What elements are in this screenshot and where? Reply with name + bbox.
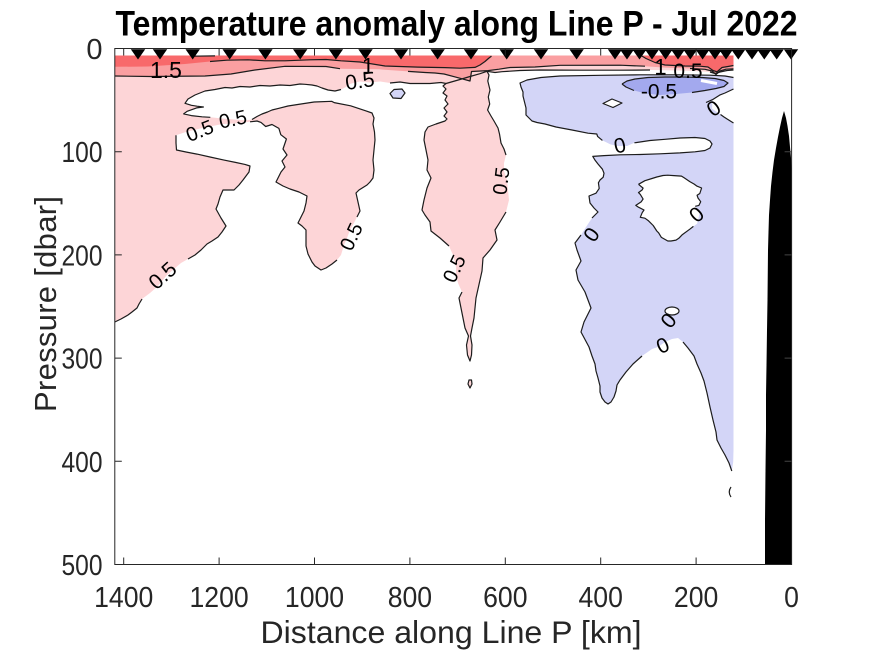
svg-text:0: 0 [612, 134, 628, 159]
svg-text:0.5: 0.5 [344, 68, 376, 95]
svg-text:0.5: 0.5 [489, 166, 514, 196]
svg-text:0: 0 [784, 582, 799, 614]
svg-text:1200: 1200 [190, 582, 249, 614]
svg-text:-0.5: -0.5 [641, 81, 677, 104]
svg-text:100: 100 [62, 137, 103, 169]
svg-text:200: 200 [674, 582, 718, 614]
svg-text:400: 400 [579, 582, 623, 614]
svg-text:300: 300 [62, 344, 103, 376]
svg-text:1: 1 [654, 55, 666, 80]
svg-text:Temperature anomaly along Line: Temperature anomaly along Line P - Jul 2… [116, 5, 798, 44]
svg-text:0: 0 [86, 34, 102, 66]
svg-text:1.5: 1.5 [150, 57, 182, 83]
svg-text:1000: 1000 [285, 582, 344, 614]
svg-text:Pressure [dbar]: Pressure [dbar] [28, 196, 63, 412]
svg-text:400: 400 [62, 447, 103, 479]
svg-text:0.5: 0.5 [673, 60, 702, 83]
svg-text:800: 800 [388, 582, 432, 614]
svg-text:1: 1 [362, 54, 374, 79]
svg-text:500: 500 [62, 550, 103, 582]
svg-text:1400: 1400 [94, 582, 153, 614]
svg-text:200: 200 [62, 240, 103, 272]
svg-text:600: 600 [483, 582, 527, 614]
svg-text:Distance along Line P [km]: Distance along Line P [km] [261, 614, 642, 650]
